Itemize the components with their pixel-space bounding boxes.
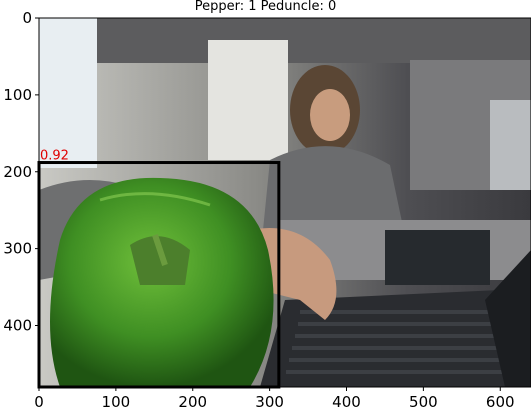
y-tick-label: 200 [3,163,32,181]
y-tick-label: 100 [3,86,32,104]
y-axis: 0 100 200 300 400 [3,9,39,335]
detection-layer: 0.92 [37,149,281,389]
x-axis: 0 100 200 300 400 500 600 [34,387,515,411]
x-tick-label: 300 [255,393,284,411]
y-tick-label: 0 [22,9,32,27]
x-tick-label: 200 [178,393,207,411]
x-tick-label: 100 [102,393,131,411]
x-tick-label: 400 [332,393,361,411]
y-tick-label: 300 [3,240,32,258]
y-tick-label: 400 [3,317,32,335]
x-tick-label: 500 [409,393,438,411]
x-tick-label: 0 [34,393,44,411]
figure-title: Pepper: 1 Peduncle: 0 [194,0,337,14]
photo-scene [39,18,531,387]
x-tick-label: 600 [486,393,515,411]
detection-box [37,161,281,389]
detection-score-label: 0.92 [40,149,69,164]
